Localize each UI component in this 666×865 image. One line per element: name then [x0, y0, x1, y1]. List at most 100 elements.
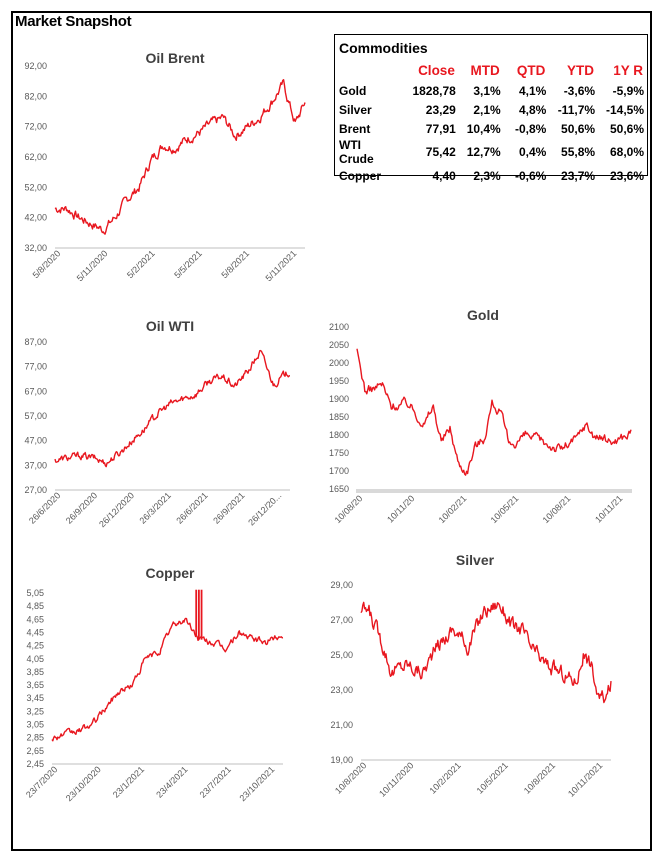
y-tick-label: 42,00	[24, 213, 47, 223]
table-cell: 68,0%	[609, 145, 644, 159]
y-tick-label: 27,00	[330, 615, 353, 625]
oil-wti-chart: Oil WTI 87,00 77,00 67,00 57,00 47,00 37,00 27,…	[24, 318, 290, 529]
y-tick-label: 29,00	[330, 580, 353, 590]
table-cell: 2,1%	[473, 102, 501, 117]
y-tick-label: 1800	[329, 430, 349, 440]
y-tick-label: 3,45	[26, 693, 44, 703]
table-cell: 23,29	[425, 102, 456, 117]
table-row: Copper 4,40 2,3% -0,6% 23,7% 23,6%	[338, 166, 647, 185]
frame	[11, 11, 652, 851]
y-tick-label: 92,00	[24, 61, 47, 71]
y-tick-label: 47,00	[24, 436, 47, 446]
table-cell: Silver	[339, 102, 372, 117]
x-tick-label: 26/9/2020	[64, 490, 99, 525]
y-tick-label: 37,00	[24, 460, 47, 470]
x-tick-label: 10/5/2021	[475, 760, 510, 795]
table-cell: 23,7%	[561, 168, 596, 183]
y-tick-label: 52,00	[24, 182, 47, 192]
header-cell: Close	[418, 62, 455, 78]
header-cell: QTD	[516, 62, 546, 78]
commodities-table-title: Commodities	[339, 40, 428, 56]
x-tick-label: 10/08/21	[541, 493, 573, 525]
y-tick-label: 57,00	[24, 411, 47, 421]
y-tick-label: 19,00	[330, 755, 353, 765]
x-axis-bar	[356, 489, 632, 493]
table-cell: -14,5%	[605, 102, 644, 117]
y-tick-label: 1650	[329, 484, 349, 494]
chart-title: Silver	[456, 552, 495, 568]
table-cell: 3,1%	[473, 83, 501, 98]
table-cell: 50,6%	[561, 121, 596, 136]
x-tick-label: 10/08/20	[333, 493, 365, 525]
x-tick-label: 23/7/2020	[24, 764, 59, 799]
y-tick-label: 72,00	[24, 122, 47, 132]
y-tick-label: 4,45	[26, 627, 44, 637]
table-cell: -0,8%	[514, 121, 547, 136]
page-title: Market Snapshot	[15, 13, 132, 30]
y-tick-label: 21,00	[330, 720, 353, 730]
x-tick-label: 5/5/2021	[172, 248, 204, 280]
x-tick-label: 10/05/21	[489, 493, 521, 525]
y-tick-label: 2,85	[26, 733, 44, 743]
chart-title: Gold	[467, 307, 499, 323]
table-row: Brent 77,91 10,4% -0,8% 50,6% 50,6%	[338, 119, 647, 138]
table-cell: 55,8%	[561, 145, 596, 159]
y-tick-label: 4,05	[26, 654, 44, 664]
y-tick-label: 3,65	[26, 680, 44, 690]
x-tick-label: 26/12/20...	[246, 490, 283, 527]
table-row: WTI Crude 75,42 12,7% 0,4% 55,8% 68,0%	[338, 138, 647, 166]
y-tick-label: 3,25	[26, 706, 44, 716]
header-cell: MTD	[470, 62, 500, 78]
x-tick-label: 26/9/2021	[211, 490, 246, 525]
y-tick-label: 1750	[329, 448, 349, 458]
chart-title: Copper	[146, 565, 196, 581]
y-tick-label: 1950	[329, 376, 349, 386]
table-cell: 0,4%	[518, 145, 547, 159]
y-tick-label: 23,00	[330, 685, 353, 695]
table-cell: Brent	[339, 121, 371, 136]
y-tick-label: 27,00	[24, 485, 47, 495]
y-tick-label: 1900	[329, 394, 349, 404]
x-tick-label: 5/8/2020	[31, 248, 63, 280]
x-tick-label: 5/11/2021	[264, 248, 299, 283]
table-row: Gold 1828,78 3,1% 4,1% -3,6% -5,9%	[338, 81, 647, 100]
x-tick-label: 10/8/2021	[522, 760, 557, 795]
table-cell: 23,6%	[609, 168, 644, 183]
x-tick-label: 23/1/2021	[111, 764, 146, 799]
y-tick-label: 3,05	[26, 720, 44, 730]
y-tick-label: 77,00	[24, 362, 47, 372]
y-tick-label: 5,05	[26, 588, 44, 598]
commodities-table: Commodities Close MTD QTD YTD 1Y R Gold …	[334, 34, 648, 183]
table-cell: 75,42	[425, 145, 456, 159]
y-tick-label: 62,00	[24, 152, 47, 162]
table-cell: -0,6%	[514, 168, 547, 183]
y-tick-label: 2000	[329, 358, 349, 368]
table-row: Silver 23,29 2,1% 4,8% -11,7% -14,5%	[338, 100, 647, 119]
table-cell: 4,8%	[518, 102, 547, 117]
x-tick-label: 10/2/2021	[427, 760, 462, 795]
x-tick-label: 10/11/2021	[566, 760, 604, 798]
table-cell: -5,9%	[612, 83, 644, 98]
series-line	[51, 617, 284, 742]
y-tick-label: 2,45	[26, 759, 44, 769]
y-tick-label: 67,00	[24, 386, 47, 396]
gold-chart: Gold 2100 2050 2000 1950 1900 1850 1800 1750 1700…	[329, 307, 632, 525]
table-cell: 1828,78	[412, 83, 456, 98]
y-tick-label: 2050	[329, 340, 349, 350]
chart-title: Oil WTI	[146, 318, 194, 334]
x-tick-label: 10/11/2020	[377, 760, 415, 798]
silver-chart: Silver29,0027,0025,0023,0021,0019,0010/8…	[330, 552, 612, 799]
copper-chart: Copper 5,05 4,85 4,65 4,45 4,25 4,05 3,85 3,65 3,…	[24, 565, 284, 803]
table-cell: 4,40	[432, 168, 456, 183]
series-line	[356, 348, 632, 476]
table-cell: 4,1%	[518, 83, 547, 98]
table-cell: 50,6%	[609, 121, 644, 136]
y-tick-label: 4,25	[26, 641, 44, 651]
y-tick-label: 2,65	[26, 746, 44, 756]
header-cell: 1Y R	[613, 62, 643, 78]
table-cell: 12,7%	[466, 145, 501, 159]
x-tick-label: 5/2/2021	[125, 248, 157, 280]
series-line	[54, 349, 290, 468]
x-tick-label: 23/4/2021	[154, 764, 189, 799]
table-cell: 77,91	[425, 121, 456, 136]
